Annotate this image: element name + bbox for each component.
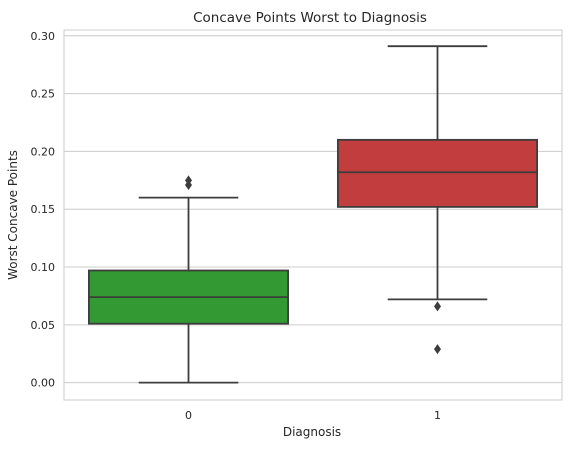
- plot-frame: [63, 29, 563, 401]
- y-tick-label: 0.00: [31, 377, 56, 390]
- chart-title: Concave Points Worst to Diagnosis: [193, 10, 427, 26]
- y-tick-label: 0.10: [31, 261, 56, 274]
- outlier-point: [434, 301, 441, 312]
- x-axis-label: Diagnosis: [283, 425, 341, 439]
- box-0: [88, 175, 289, 384]
- y-tick-label: 0.20: [31, 145, 56, 158]
- boxes: [88, 45, 538, 384]
- box-1: [336, 45, 538, 355]
- grid-lines: [64, 35, 562, 384]
- y-tick-label: 0.30: [31, 30, 56, 43]
- y-tick-label: 0.05: [31, 319, 56, 332]
- x-tick-label: 1: [434, 409, 441, 422]
- y-axis-label: Worst Concave Points: [6, 150, 20, 280]
- outlier-point: [185, 175, 192, 186]
- y-tick-label: 0.25: [31, 88, 56, 101]
- y-tick-label: 0.15: [31, 203, 56, 216]
- box-body: [336, 138, 538, 208]
- outlier-point: [434, 344, 441, 355]
- x-tick-label: 0: [185, 409, 192, 422]
- y-axis-ticks: 0.00 0.05 0.10 0.15 0.20 0.25 0.30: [31, 30, 56, 390]
